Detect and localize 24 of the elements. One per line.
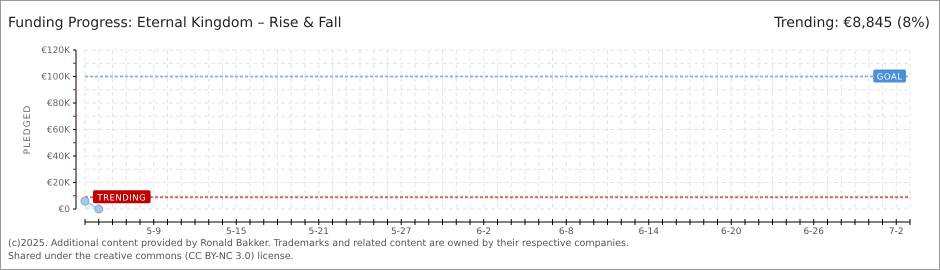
y-tick-label: €0 xyxy=(58,205,70,215)
text: (c)2025. Additional content provided by Ronald Bakker. Trademarks and related content are owned by their respective companies. xyxy=(8,238,629,249)
x-tick-label: 6-8 xyxy=(558,227,574,237)
x-tick-label: 5-27 xyxy=(391,227,412,237)
y-tick-label: €20K xyxy=(46,178,72,188)
x-tick-label: 6-26 xyxy=(804,227,824,237)
x-tick-label: 6-20 xyxy=(721,227,742,237)
ref-line-label: GOAL xyxy=(876,72,902,82)
y-axis-title: PLEDGED xyxy=(23,104,33,154)
text: Shared under the creative commons (CC BY-NC 3.0) license. xyxy=(8,251,294,262)
ref-line-label: TRENDING xyxy=(96,193,146,204)
y-tick-label: €100K xyxy=(41,72,72,82)
x-tick-label: 6-14 xyxy=(638,227,660,237)
x-tick-label: 6-2 xyxy=(476,227,492,237)
y-tick-label: €40K xyxy=(46,152,72,162)
y-tick-label: €120K xyxy=(41,46,72,56)
x-tick-label: 5-9 xyxy=(146,227,162,237)
chart-title: Funding Progress: Eternal Kingdom – Rise & Fall xyxy=(8,15,342,31)
x-tick-label: 5-21 xyxy=(308,227,329,237)
chart-subtitle: Trending: €8,845 (8%) xyxy=(773,15,930,31)
y-tick-label: €60K xyxy=(46,126,72,136)
x-tick-label: 7-2 xyxy=(888,227,904,237)
y-tick-label: €80K xyxy=(46,99,72,109)
x-tick-label: 5-15 xyxy=(226,227,246,237)
